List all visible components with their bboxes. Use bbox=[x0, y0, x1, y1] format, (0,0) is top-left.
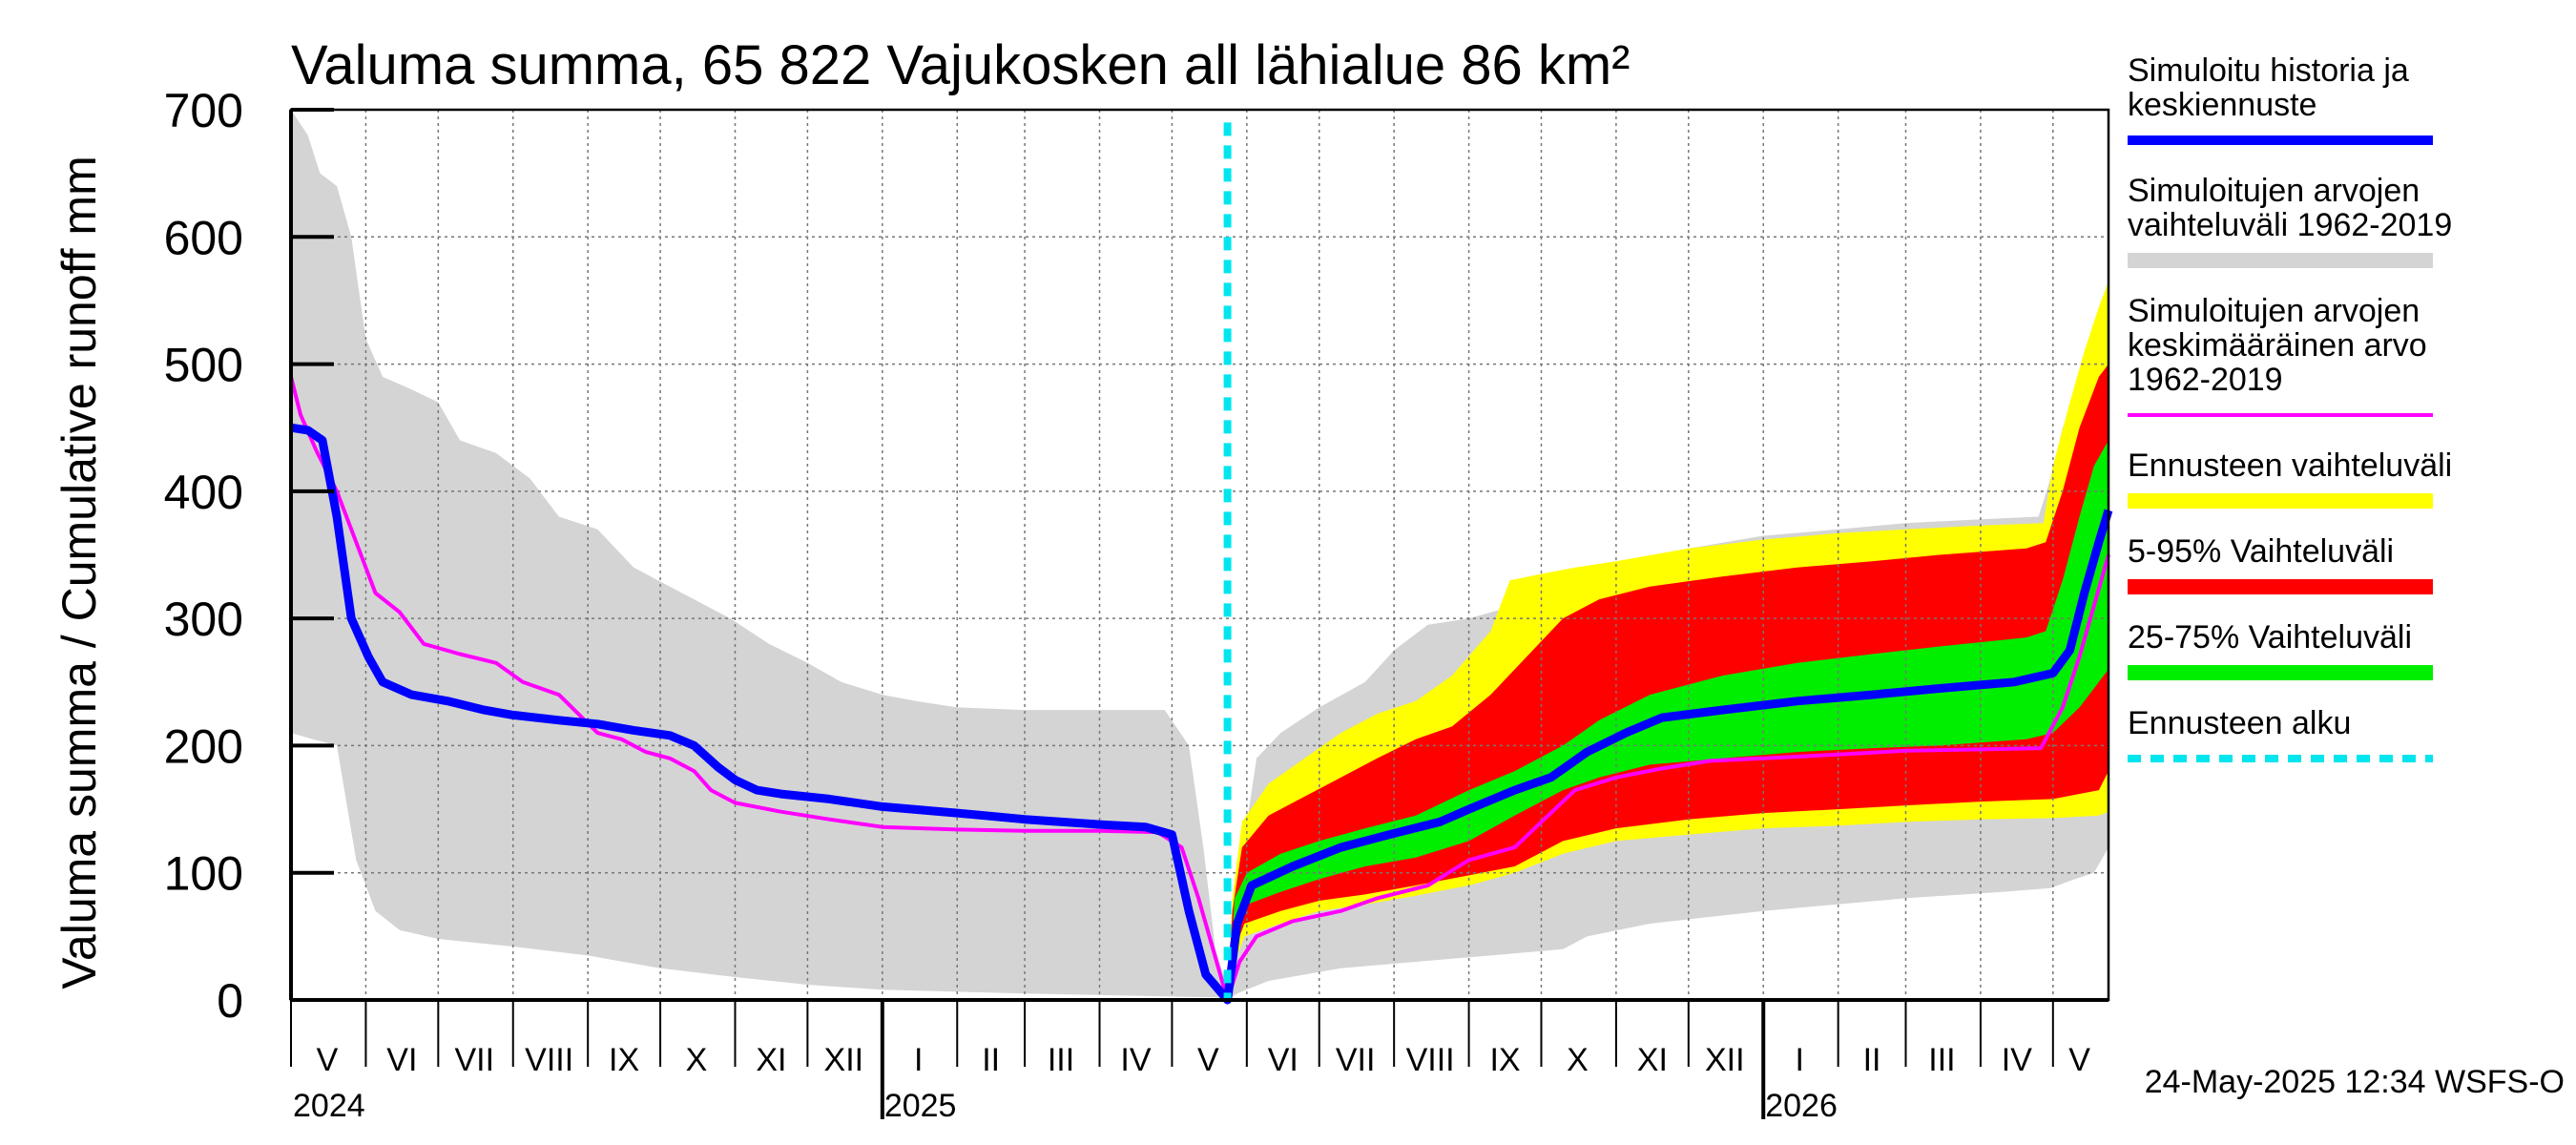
month-label-14: VII bbox=[1336, 1042, 1376, 1078]
y-axis-label: Valuma summa / Cumulative runoff mm bbox=[52, 156, 106, 989]
series-line-1 bbox=[290, 423, 2113, 1005]
y-tick-label-1: 100 bbox=[164, 847, 243, 901]
month-label-4: IX bbox=[609, 1042, 639, 1078]
y-tick-label-2: 200 bbox=[164, 719, 243, 773]
month-label-5: X bbox=[686, 1042, 708, 1078]
month-label-24: V bbox=[2068, 1042, 2090, 1078]
month-label-19: XII bbox=[1705, 1042, 1745, 1078]
legend-swatch-5 bbox=[2128, 665, 2433, 680]
y-tick-label-0: 0 bbox=[217, 974, 243, 1028]
month-label-3: VIII bbox=[525, 1042, 573, 1078]
month-label-6: XI bbox=[756, 1042, 786, 1078]
year-label-1: 2025 bbox=[884, 1088, 957, 1124]
month-label-15: VIII bbox=[1406, 1042, 1455, 1078]
month-label-10: III bbox=[1048, 1042, 1074, 1078]
month-label-23: IV bbox=[2002, 1042, 2032, 1078]
month-label-2: VII bbox=[454, 1042, 494, 1078]
month-label-18: XI bbox=[1637, 1042, 1668, 1078]
month-label-20: I bbox=[1795, 1042, 1803, 1078]
month-label-21: II bbox=[1863, 1042, 1881, 1078]
month-label-9: II bbox=[982, 1042, 1000, 1078]
legend-text-1-0: Simuloitujen arvojen bbox=[2128, 173, 2420, 209]
legend-text-1-1: vaihteluväli 1962-2019 bbox=[2128, 207, 2452, 243]
year-label-2: 2026 bbox=[1765, 1088, 1838, 1124]
legend-swatch-4 bbox=[2128, 579, 2433, 594]
month-label-16: IX bbox=[1489, 1042, 1520, 1078]
month-label-1: VI bbox=[386, 1042, 417, 1078]
y-tick-label-3: 300 bbox=[164, 593, 243, 646]
legend-text-6-0: Ennusteen alku bbox=[2128, 705, 2351, 741]
month-label-22: III bbox=[1928, 1042, 1955, 1078]
month-label-8: I bbox=[914, 1042, 923, 1078]
chart-title: Valuma summa, 65 822 Vajukosken all lähi… bbox=[291, 34, 1630, 96]
month-label-7: XII bbox=[824, 1042, 864, 1078]
y-tick-label-5: 500 bbox=[164, 339, 243, 392]
month-label-12: V bbox=[1197, 1042, 1219, 1078]
month-label-13: VI bbox=[1268, 1042, 1298, 1078]
legend-swatch-1 bbox=[2128, 253, 2433, 268]
legend-text-2-0: Simuloitujen arvojen bbox=[2128, 293, 2420, 329]
y-tick-label-4: 400 bbox=[164, 466, 243, 519]
year-label-0: 2024 bbox=[293, 1088, 365, 1124]
legend-text-2-2: 1962-2019 bbox=[2128, 362, 2283, 398]
y-tick-label-7: 700 bbox=[164, 84, 243, 137]
y-tick-label-6: 600 bbox=[164, 211, 243, 264]
legend-text-4-0: 5-95% Vaihteluväli bbox=[2128, 533, 2394, 570]
legend-text-0-1: keskiennuste bbox=[2128, 87, 2316, 123]
month-label-0: V bbox=[317, 1042, 339, 1078]
timestamp-footer: 24-May-2025 12:34 WSFS-O bbox=[2145, 1064, 2565, 1100]
legend-text-2-1: keskimääräinen arvo bbox=[2128, 327, 2427, 364]
month-label-11: IV bbox=[1120, 1042, 1151, 1078]
legend-text-5-0: 25-75% Vaihteluväli bbox=[2128, 619, 2412, 656]
legend-swatch-3 bbox=[2128, 493, 2433, 509]
legend-text-0-0: Simuloitu historia ja bbox=[2128, 52, 2409, 89]
month-label-17: X bbox=[1567, 1042, 1589, 1078]
legend-text-3-0: Ennusteen vaihteluväli bbox=[2128, 448, 2452, 484]
